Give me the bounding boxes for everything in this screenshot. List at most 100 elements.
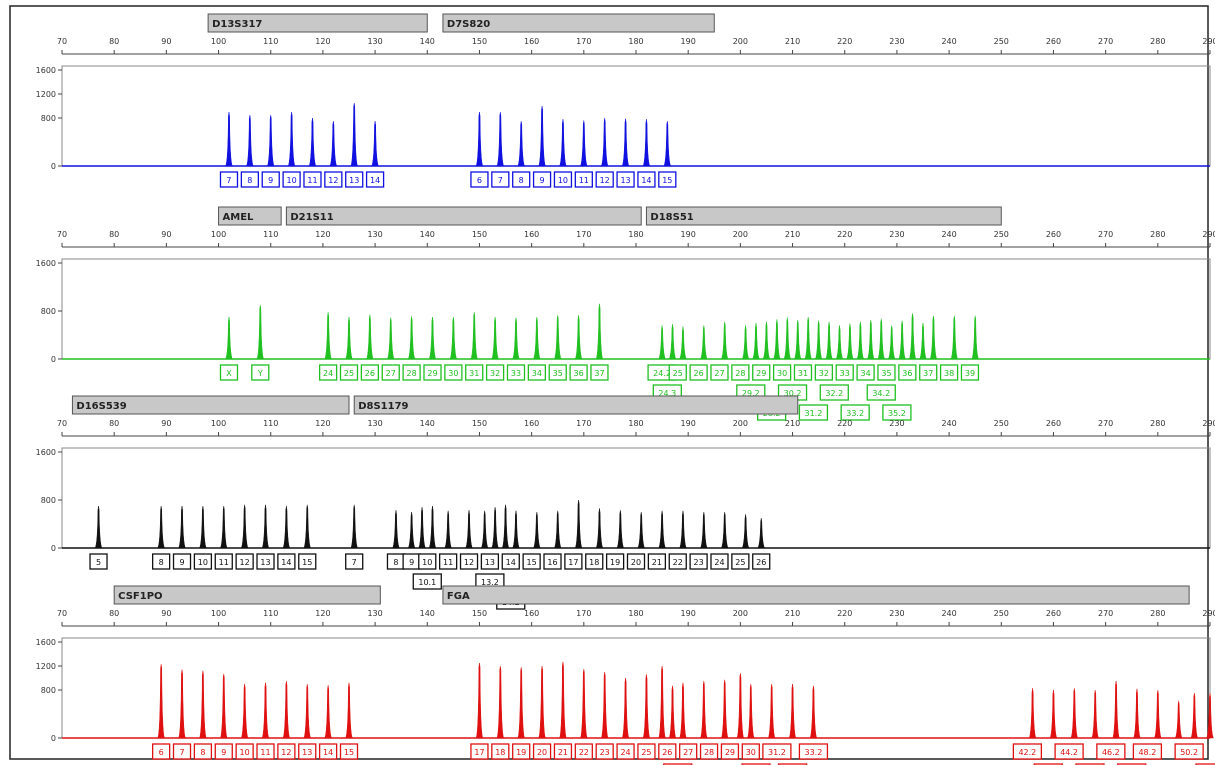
allele-box: [1174, 743, 1204, 760]
x-tick-label: 170: [576, 230, 591, 239]
peak: [752, 322, 760, 360]
allele-label: 27: [683, 748, 693, 757]
peak: [538, 105, 546, 167]
x-tick-label: 230: [889, 37, 904, 46]
allele-label: 42.2: [1018, 748, 1036, 757]
allele-label: 11: [260, 748, 270, 757]
peak: [199, 670, 207, 739]
x-tick-label: 180: [628, 419, 643, 428]
x-tick-label: 280: [1150, 37, 1165, 46]
allele-label: 31: [798, 369, 808, 378]
allele-box: [564, 553, 583, 570]
allele-label: 12: [240, 558, 250, 567]
peak: [366, 314, 374, 360]
x-tick-label: 270: [1098, 37, 1113, 46]
allele-label: 31: [469, 369, 479, 378]
allele-label: 29: [756, 369, 766, 378]
peak: [266, 114, 275, 167]
allele-box: [527, 364, 547, 381]
allele-label: 32: [490, 369, 500, 378]
peak: [465, 510, 473, 549]
x-tick-label: 220: [837, 609, 852, 618]
locus-bar: [645, 206, 1002, 226]
allele-label: 34.2: [872, 389, 890, 398]
x-tick-label: 210: [785, 609, 800, 618]
allele-label: 21: [558, 748, 568, 757]
allele-box: [251, 364, 270, 381]
peak: [407, 511, 416, 549]
allele-box: [151, 743, 171, 760]
allele-label: 13: [349, 176, 359, 185]
allele-box: [710, 553, 729, 570]
allele-box: [574, 743, 593, 760]
x-tick-label: 240: [941, 419, 956, 428]
peak: [1206, 692, 1214, 739]
x-tick-label: 280: [1150, 419, 1165, 428]
y-tick-label: 0: [51, 162, 56, 171]
allele-label: 20: [537, 748, 547, 757]
y-tick-label: 1600: [36, 66, 56, 75]
x-tick-label: 70: [57, 230, 67, 239]
allele-box: [835, 364, 854, 381]
allele-box: [261, 171, 280, 188]
allele-label: 26: [662, 748, 672, 757]
y-tick-label: 800: [41, 114, 56, 123]
allele-label: 26: [694, 369, 704, 378]
peak: [866, 319, 875, 360]
allele-box: [647, 553, 667, 570]
allele-box: [470, 743, 489, 760]
peak: [350, 102, 359, 167]
peak: [788, 683, 797, 739]
x-tick-label: 110: [263, 609, 278, 618]
allele-label: 13: [620, 176, 630, 185]
peak: [679, 510, 687, 549]
x-tick-label: 290: [1202, 609, 1215, 618]
allele-box: [423, 364, 442, 381]
y-tick-label: 0: [51, 355, 56, 364]
allele-label: 25: [641, 748, 651, 757]
allele-label: 30: [777, 369, 787, 378]
allele-label: 5: [96, 558, 101, 567]
allele-box: [512, 171, 531, 188]
allele-label: 8: [393, 558, 398, 567]
x-tick-label: 240: [941, 230, 956, 239]
peak: [386, 317, 395, 360]
x-tick-label: 210: [785, 37, 800, 46]
allele-box: [485, 364, 505, 381]
allele-box: [402, 364, 421, 381]
peak: [225, 316, 233, 360]
allele-box: [532, 743, 552, 760]
allele-label: 27: [386, 369, 396, 378]
x-tick-label: 100: [211, 37, 226, 46]
peak: [668, 324, 677, 360]
allele-box: [689, 364, 708, 381]
allele-label: 29: [725, 748, 735, 757]
allele-box: [193, 743, 213, 760]
peak: [741, 514, 750, 549]
allele-box: [491, 171, 510, 188]
x-tick-label: 240: [941, 37, 956, 46]
peak: [533, 511, 541, 549]
allele-label: 30: [746, 748, 756, 757]
x-tick-label: 80: [109, 419, 119, 428]
peak: [407, 316, 416, 360]
x-tick-label: 140: [420, 230, 435, 239]
allele-box: [543, 553, 562, 570]
allele-label: 10: [198, 558, 208, 567]
peak: [950, 315, 959, 360]
peak: [856, 321, 865, 360]
allele-label: 20: [631, 558, 641, 567]
locus-label: FGA: [447, 591, 470, 602]
peak: [887, 325, 896, 360]
allele-box: [256, 553, 275, 570]
peak: [616, 510, 625, 549]
allele-label: 37: [594, 369, 604, 378]
y-tick-label: 1600: [36, 259, 56, 268]
locus-label: D21S11: [290, 212, 333, 223]
allele-label: 15: [344, 748, 354, 757]
x-tick-label: 200: [733, 419, 748, 428]
peak: [178, 505, 186, 549]
allele-box: [438, 553, 458, 570]
allele-label: 44.2: [1060, 748, 1078, 757]
allele-label: 24.2: [653, 369, 671, 378]
